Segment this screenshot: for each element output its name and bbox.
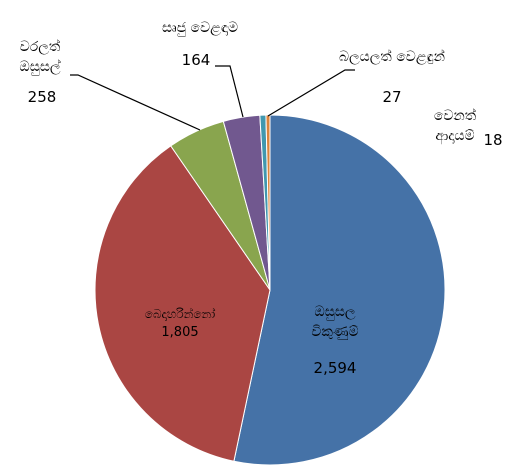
leader-line (215, 65, 244, 118)
leader-line (70, 74, 201, 131)
leader-line (267, 69, 355, 117)
value-label: 164 (181, 51, 211, 69)
pie-slice (94, 145, 271, 462)
slice-label: බලයලත් වෙළඳුන් (338, 49, 446, 65)
value-label: 27 (382, 88, 402, 106)
value-label: 258 (27, 88, 57, 106)
slice-label: වෙනත් ආදායම් (433, 108, 477, 144)
slice-label: ඔසුසල විකුණුම් (311, 304, 359, 340)
slice-label: වරලත් ඔසුසල් (19, 39, 61, 75)
value-label: 1,805 (161, 325, 199, 340)
value-label: 2,594 (313, 359, 357, 377)
slice-label: සෘජු වෙළඳාම (161, 20, 239, 36)
slice-label: බෙදාහරින්නෝ (144, 307, 216, 321)
pie-slice (233, 114, 446, 466)
value-label: 18 (483, 131, 503, 149)
